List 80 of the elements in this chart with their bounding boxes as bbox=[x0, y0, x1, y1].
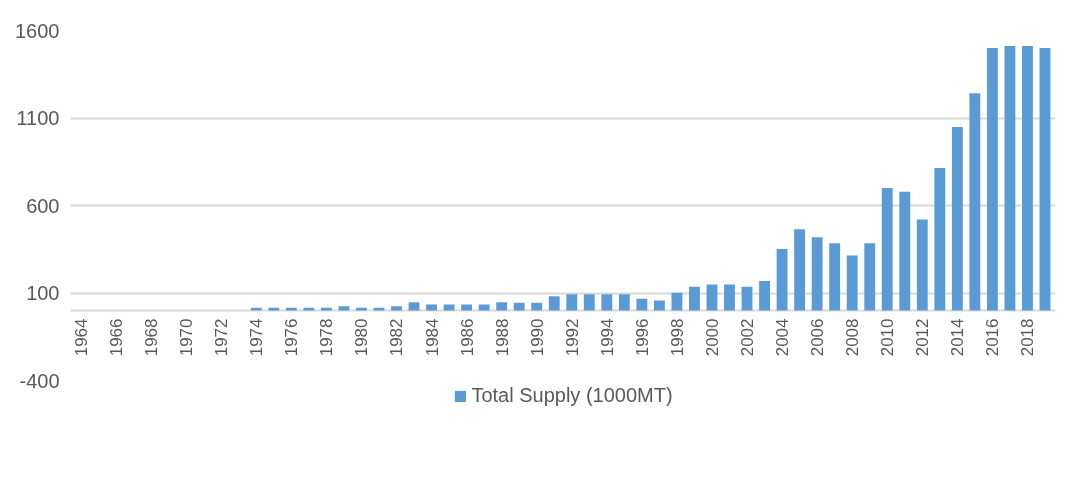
bar bbox=[969, 93, 981, 311]
bar bbox=[1004, 46, 1016, 311]
bar bbox=[285, 307, 297, 311]
bar bbox=[250, 307, 262, 311]
x-tick-label: 1994 bbox=[597, 318, 617, 357]
bar bbox=[724, 284, 735, 311]
x-tick-label: 1992 bbox=[562, 318, 582, 357]
bar bbox=[583, 294, 595, 311]
bar bbox=[864, 243, 876, 311]
x-tick-label: 2012 bbox=[913, 318, 933, 357]
bar bbox=[601, 294, 613, 311]
x-tick-label: 1978 bbox=[317, 318, 337, 357]
bar bbox=[478, 304, 490, 311]
bar bbox=[776, 249, 788, 311]
x-tick-label: 2004 bbox=[773, 318, 793, 357]
bar bbox=[689, 286, 700, 311]
bar bbox=[443, 304, 455, 311]
bar bbox=[1039, 48, 1051, 311]
bar bbox=[741, 286, 753, 311]
x-tick-label: 2006 bbox=[808, 318, 828, 357]
x-tick-label: 2008 bbox=[843, 318, 863, 357]
x-tick-label: 1966 bbox=[107, 318, 127, 357]
bar bbox=[706, 284, 718, 311]
x-tick-label: 1968 bbox=[142, 318, 162, 357]
x-tick-label: 1982 bbox=[387, 318, 407, 357]
bar bbox=[986, 48, 998, 311]
bar bbox=[794, 229, 806, 311]
x-tick-label: 1990 bbox=[527, 318, 547, 357]
bar bbox=[373, 307, 385, 311]
x-tick-label: 2000 bbox=[702, 318, 722, 357]
bar bbox=[934, 168, 946, 311]
bar bbox=[356, 307, 367, 311]
x-tick-label: 1970 bbox=[177, 318, 197, 357]
x-tick-label: 1980 bbox=[352, 318, 372, 357]
x-tick-label: 2016 bbox=[983, 318, 1003, 357]
legend-label: Total Supply (1000MT) bbox=[471, 384, 673, 407]
y-tick-label: 600 bbox=[26, 194, 60, 217]
bar bbox=[881, 188, 893, 311]
bar bbox=[426, 304, 437, 311]
bar bbox=[531, 302, 543, 311]
x-tick-label: 1974 bbox=[247, 318, 267, 357]
bar bbox=[899, 191, 911, 311]
bar bbox=[513, 302, 525, 311]
bar bbox=[496, 302, 508, 311]
y-tick-label: 1600 bbox=[15, 19, 60, 42]
bar bbox=[636, 298, 648, 311]
bar bbox=[548, 296, 560, 311]
x-tick-label: 1964 bbox=[72, 318, 92, 357]
x-tick-label: 1988 bbox=[492, 318, 512, 357]
x-tick-label: 2002 bbox=[738, 318, 758, 357]
bar bbox=[653, 300, 665, 311]
x-tick-label: 1986 bbox=[457, 318, 477, 357]
x-tick-label: 2010 bbox=[878, 318, 898, 357]
bar bbox=[829, 243, 841, 311]
bar bbox=[811, 237, 823, 311]
bar bbox=[1022, 46, 1033, 311]
bar bbox=[618, 294, 630, 311]
bar bbox=[916, 219, 928, 311]
x-tick-label: 2018 bbox=[1018, 318, 1038, 357]
y-tick-label: 100 bbox=[26, 282, 60, 304]
y-tick-label: -400 bbox=[19, 369, 60, 392]
bar bbox=[320, 307, 332, 311]
bar bbox=[671, 292, 683, 311]
bar bbox=[338, 306, 350, 311]
y-tick-label: 1100 bbox=[16, 107, 60, 129]
bar bbox=[846, 255, 858, 311]
x-tick-label: 1998 bbox=[667, 318, 687, 357]
bar bbox=[303, 307, 315, 311]
x-tick-label: 1972 bbox=[212, 318, 232, 357]
bar bbox=[759, 280, 770, 311]
x-tick-label: 1976 bbox=[282, 318, 302, 357]
x-tick-label: 2014 bbox=[948, 318, 968, 357]
x-tick-label: 1996 bbox=[632, 318, 652, 357]
bar bbox=[461, 304, 473, 311]
bar bbox=[391, 306, 402, 311]
bar bbox=[566, 294, 578, 311]
x-tick-label: 1984 bbox=[422, 318, 442, 357]
bar bbox=[268, 307, 280, 311]
bar bbox=[408, 302, 420, 311]
bar bbox=[951, 127, 963, 311]
